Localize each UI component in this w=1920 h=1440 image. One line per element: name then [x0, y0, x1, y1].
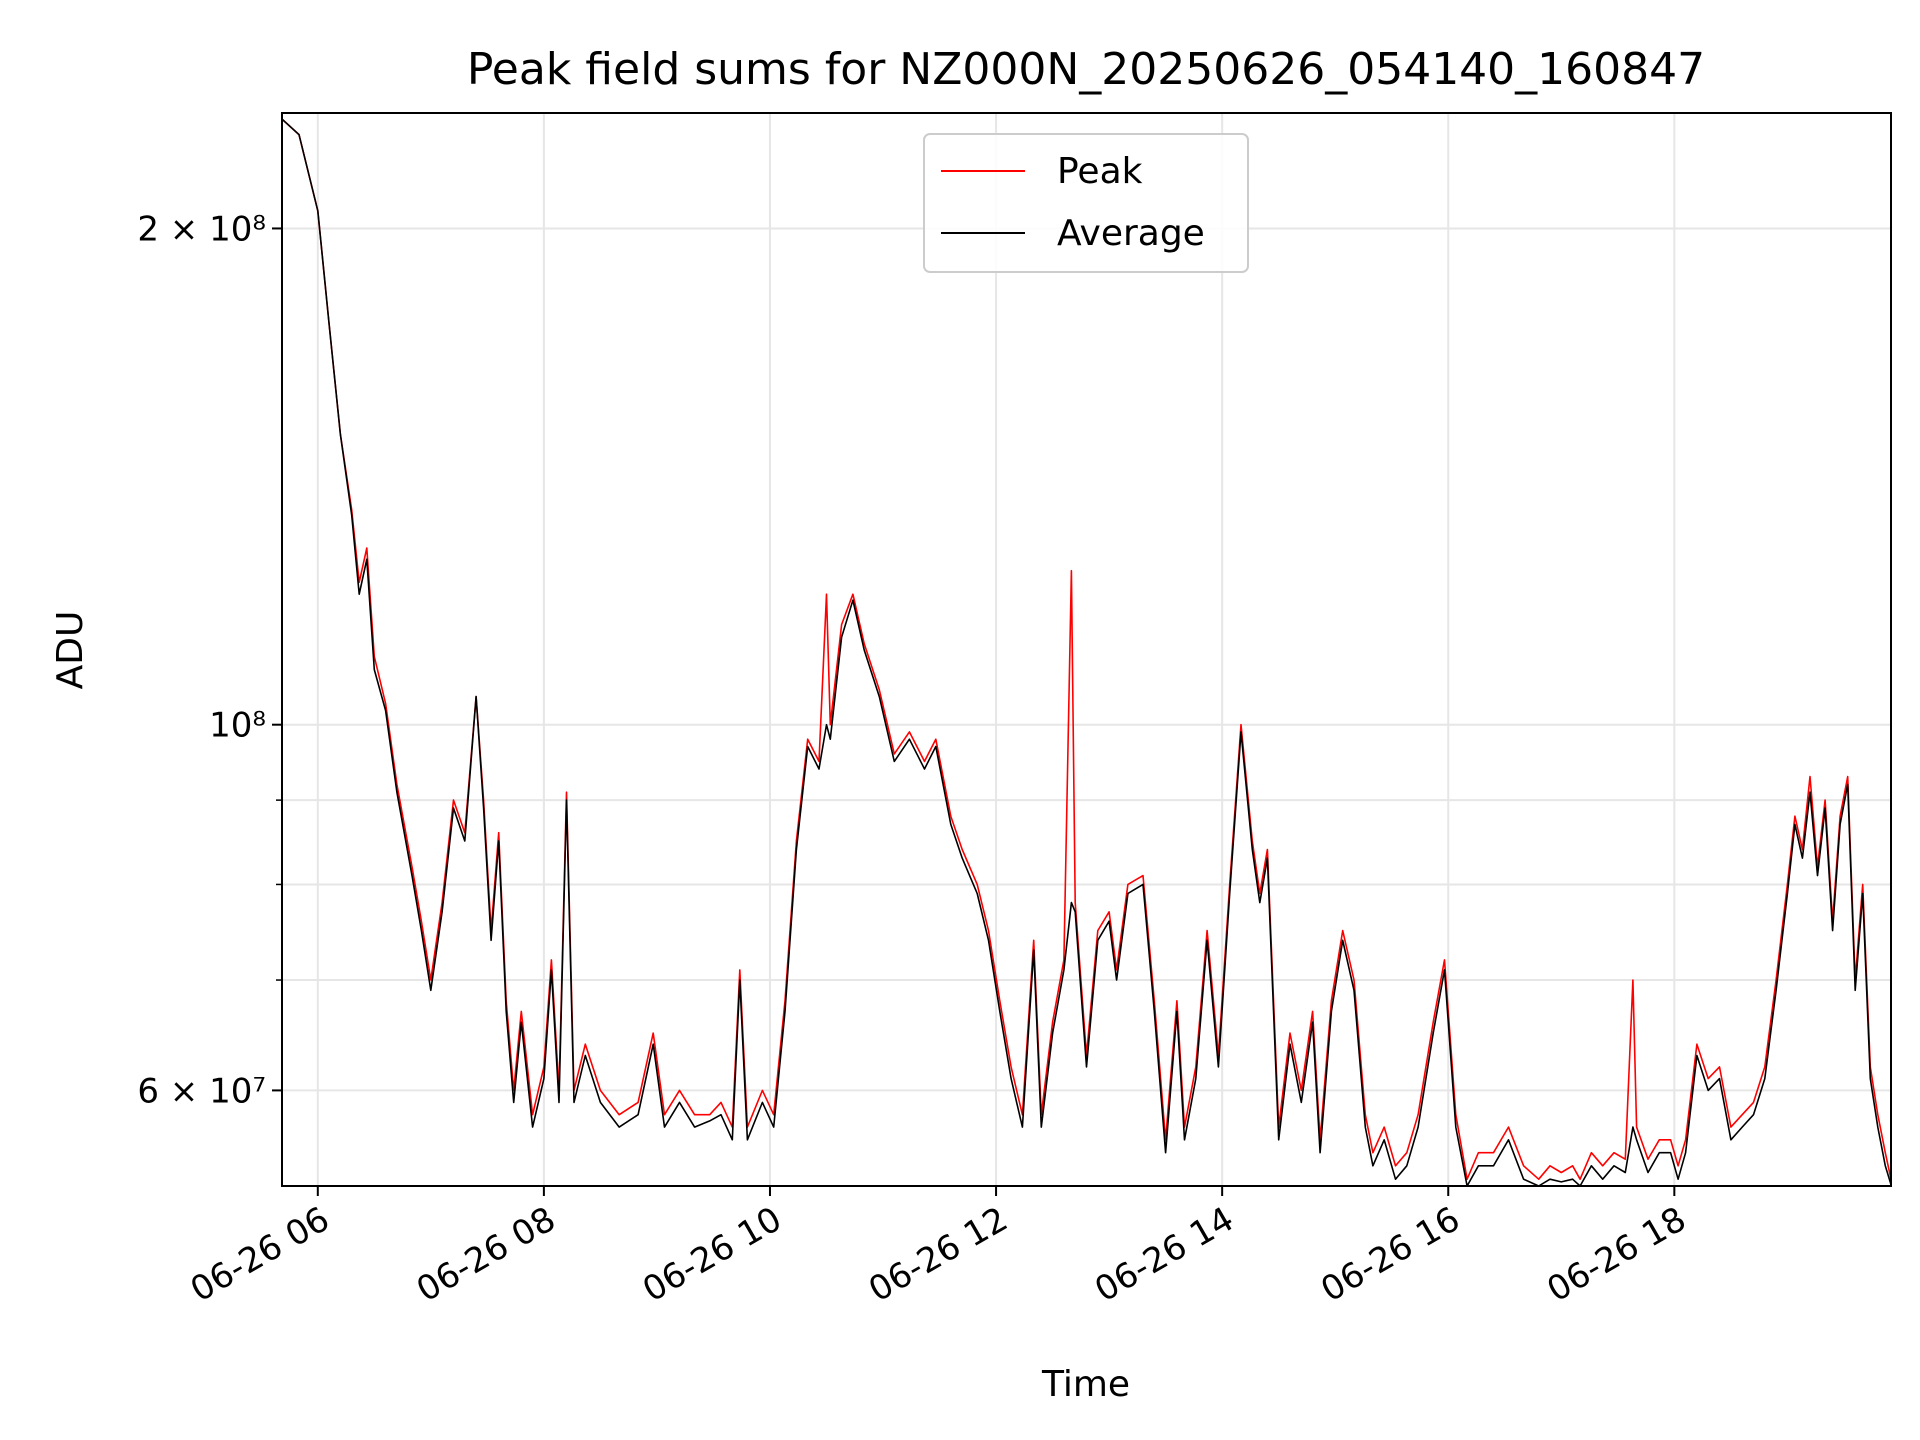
- plot-area: [281, 118, 1892, 1187]
- legend-label-peak: Peak: [1057, 151, 1143, 192]
- y-tick-label: 6 × 10⁷: [137, 1071, 266, 1111]
- grid: [282, 113, 1891, 1186]
- series-line-peak: [281, 118, 1892, 1180]
- y-axis-label: ADU: [50, 611, 91, 690]
- y-tick-label: 2 × 10⁸: [137, 209, 266, 249]
- y-axis: 2 × 10⁸ 10⁸ 6 × 10⁷: [137, 209, 282, 1111]
- y-tick-label: 10⁸: [209, 706, 266, 746]
- legend-label-average: Average: [1057, 213, 1205, 254]
- legend: Peak Average: [923, 133, 1249, 273]
- x-axis-label: Time: [1041, 1364, 1130, 1405]
- series-line-average: [281, 118, 1892, 1187]
- chart-title: Peak field sums for NZ000N_20250626_0541…: [467, 44, 1705, 95]
- axes-frame: [281, 112, 1892, 1187]
- legend-box: [923, 133, 1249, 273]
